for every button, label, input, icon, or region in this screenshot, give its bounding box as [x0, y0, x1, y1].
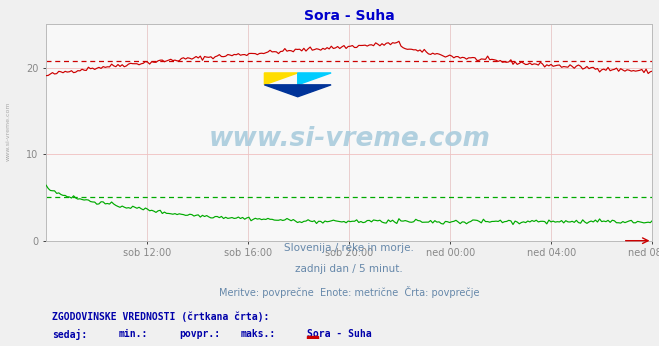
- Polygon shape: [264, 73, 298, 85]
- FancyBboxPatch shape: [307, 336, 318, 346]
- Text: povpr.:: povpr.:: [179, 329, 221, 339]
- Polygon shape: [264, 85, 331, 97]
- Text: www.si-vreme.com: www.si-vreme.com: [5, 102, 11, 161]
- Text: zadnji dan / 5 minut.: zadnji dan / 5 minut.: [295, 264, 403, 274]
- Text: min.:: min.:: [119, 329, 148, 339]
- Text: maks.:: maks.:: [240, 329, 275, 339]
- Text: sedaj:: sedaj:: [52, 329, 88, 340]
- Text: www.si-vreme.com: www.si-vreme.com: [208, 126, 490, 152]
- Text: ZGODOVINSKE VREDNOSTI (črtkana črta):: ZGODOVINSKE VREDNOSTI (črtkana črta):: [52, 311, 270, 322]
- Title: Sora - Suha: Sora - Suha: [304, 9, 395, 23]
- Text: Sora - Suha: Sora - Suha: [307, 329, 372, 339]
- Polygon shape: [298, 73, 331, 85]
- Text: Meritve: povprečne  Enote: metrične  Črta: povprečje: Meritve: povprečne Enote: metrične Črta:…: [219, 286, 480, 298]
- Text: Slovenija / reke in morje.: Slovenija / reke in morje.: [284, 243, 415, 253]
